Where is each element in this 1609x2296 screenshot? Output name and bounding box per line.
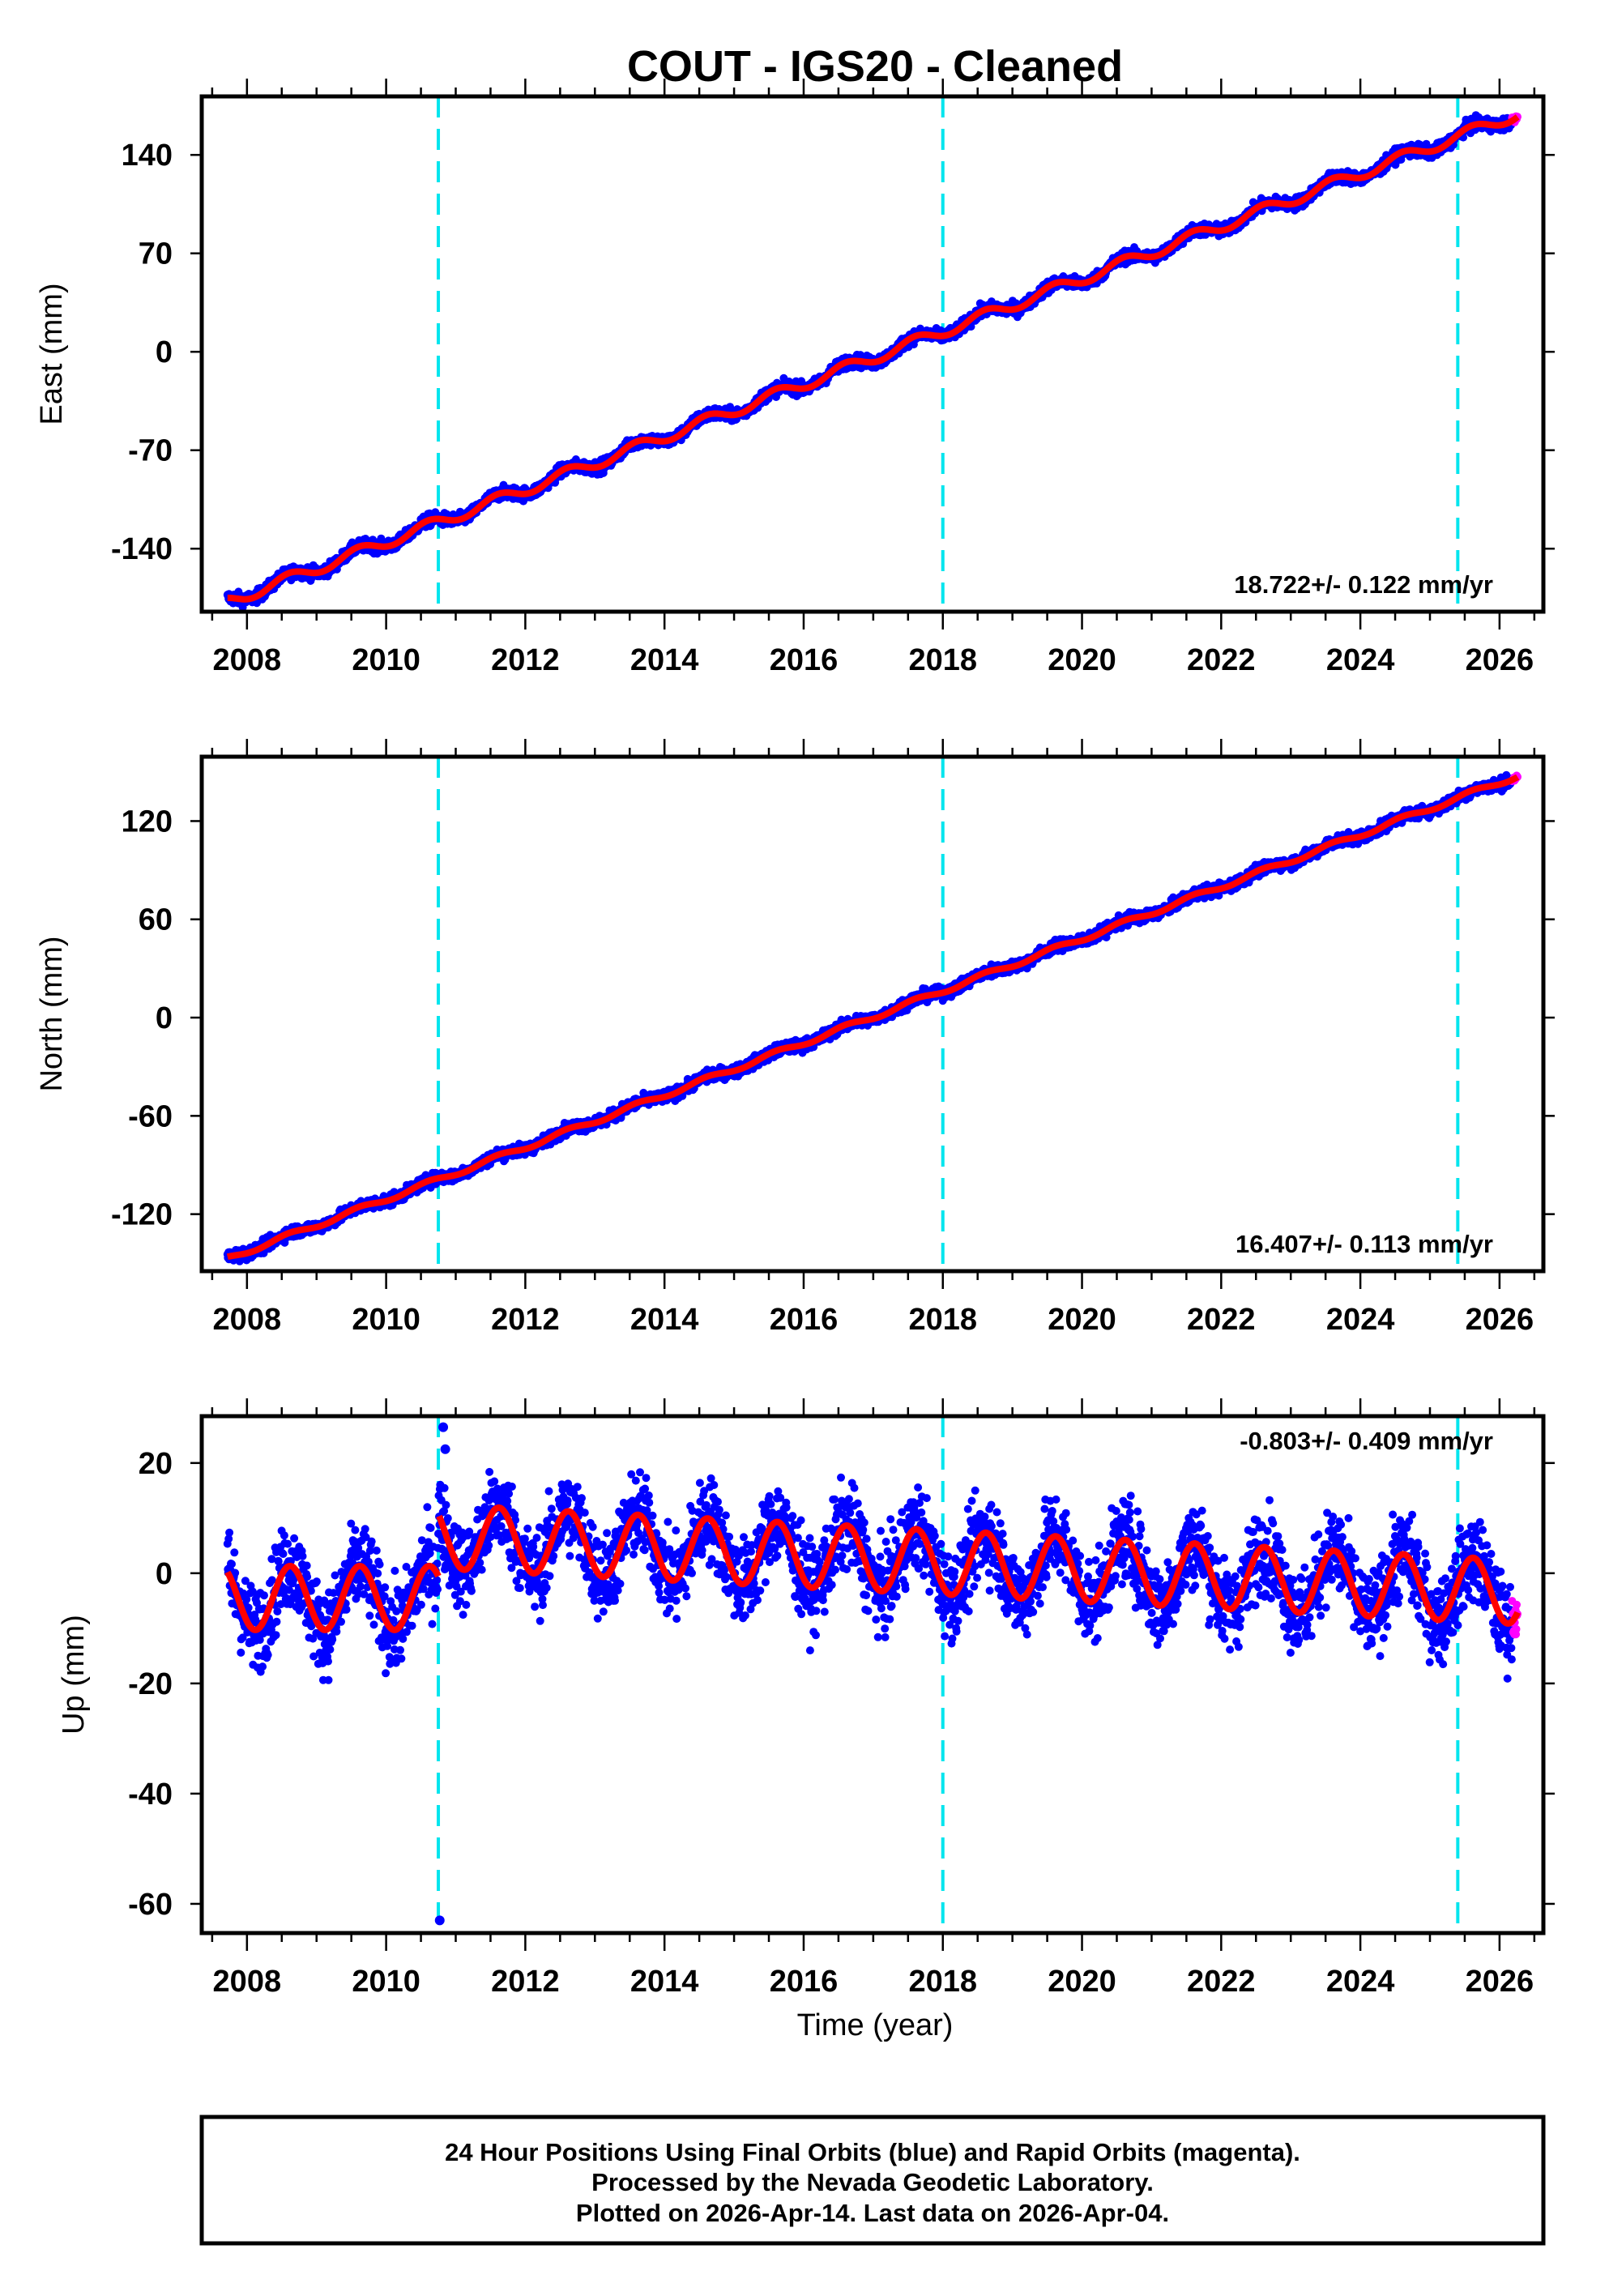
panel-east: 2008 2010 2012 2014 2016 2018 2020 2022 2024 2026… (35, 79, 1555, 677)
x-tick-label: 2022 (1187, 643, 1256, 677)
x-tick-label: 2020 (1048, 643, 1116, 677)
x-tick-label: 2008 (213, 643, 282, 677)
fit-line (227, 114, 1520, 603)
x-tick-label: 2014 (630, 643, 699, 677)
x-tick-label: 2024 (1326, 643, 1395, 677)
y-tick-label: -140 (111, 532, 173, 566)
x-tick-label: 2026 (1466, 643, 1534, 677)
panel-north: 2008 2010 2012 2014 2016 2018 2020 2022 2024 2026… (35, 739, 1555, 1337)
plot-area (223, 757, 1522, 1271)
y-tick-label: 70 (139, 237, 173, 271)
plot-area (223, 96, 1522, 612)
y-tick-label: 0 (156, 335, 173, 369)
velocity-label: 18.722+/- 0.122 mm/yr (1234, 570, 1493, 599)
y-axis-title: East (mm) (35, 283, 69, 425)
panels: 2008 2010 2012 2014 2016 2018 2020 2022 2024 2026… (35, 79, 1555, 1999)
x-tick-label: 2016 (770, 643, 839, 677)
x-tick-label: 2018 (908, 643, 977, 677)
x-tick-label: 2012 (491, 643, 560, 677)
y-tick-label: -70 (128, 434, 173, 468)
y-tick-label: 140 (122, 139, 173, 173)
x-tick-label: 2010 (352, 643, 420, 677)
figure-title: COUT - IGS20 - Cleaned (627, 42, 1123, 91)
